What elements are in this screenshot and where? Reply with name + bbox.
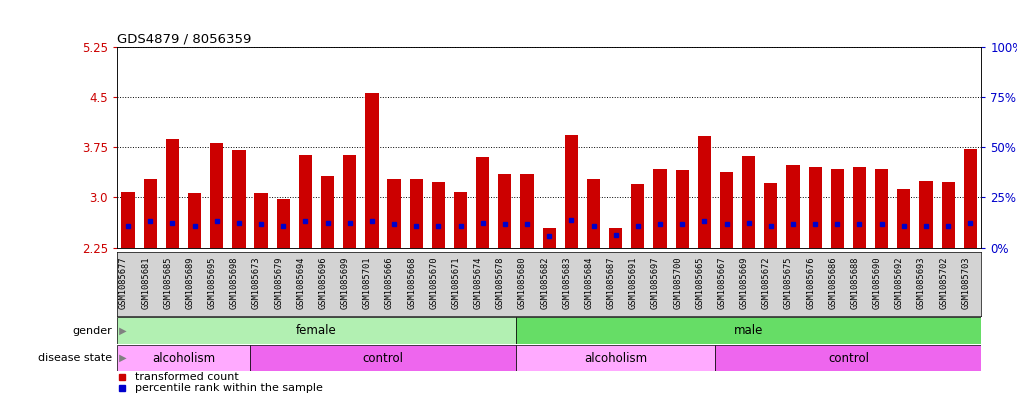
Text: GDS4879 / 8056359: GDS4879 / 8056359 [117, 33, 251, 46]
Bar [919, 181, 933, 248]
Bar [476, 158, 489, 248]
Bar [720, 172, 733, 248]
Text: GSM1085677: GSM1085677 [119, 257, 128, 309]
Text: GSM1085680: GSM1085680 [518, 257, 527, 309]
Bar [117, 345, 250, 371]
Text: ▶: ▶ [116, 325, 126, 336]
Text: GSM1085689: GSM1085689 [185, 257, 194, 309]
Bar [742, 156, 756, 248]
Text: percentile rank within the sample: percentile rank within the sample [134, 383, 322, 393]
Text: GSM1085701: GSM1085701 [363, 257, 372, 309]
Bar [964, 149, 977, 248]
Bar [875, 169, 888, 248]
Bar [521, 174, 534, 248]
Text: GSM1085700: GSM1085700 [673, 257, 682, 309]
Text: GSM1085692: GSM1085692 [895, 257, 904, 309]
Text: GSM1085675: GSM1085675 [784, 257, 793, 309]
Text: GSM1085671: GSM1085671 [452, 257, 461, 309]
Bar [853, 167, 866, 248]
Bar [211, 143, 224, 248]
Text: GSM1085685: GSM1085685 [164, 257, 172, 309]
Bar [143, 179, 157, 248]
Text: GSM1085681: GSM1085681 [141, 257, 151, 309]
Text: GSM1085696: GSM1085696 [318, 257, 327, 309]
Text: GSM1085672: GSM1085672 [762, 257, 771, 309]
Bar [698, 136, 711, 248]
Bar [942, 182, 955, 248]
Bar [516, 317, 981, 344]
Bar [254, 193, 267, 248]
Text: GSM1085687: GSM1085687 [607, 257, 615, 309]
Bar [410, 180, 423, 248]
Bar [786, 165, 799, 248]
Text: GSM1085694: GSM1085694 [296, 257, 305, 309]
Text: ▶: ▶ [116, 353, 126, 363]
Text: GSM1085686: GSM1085686 [828, 257, 837, 309]
Text: GSM1085699: GSM1085699 [341, 257, 350, 309]
Text: GSM1085673: GSM1085673 [252, 257, 261, 309]
Bar [454, 192, 467, 248]
Bar [250, 345, 516, 371]
Text: alcoholism: alcoholism [584, 351, 647, 365]
Text: GSM1085667: GSM1085667 [718, 257, 726, 309]
Text: GSM1085684: GSM1085684 [585, 257, 594, 309]
Bar [188, 193, 201, 248]
Text: gender: gender [72, 325, 112, 336]
Text: GSM1085697: GSM1085697 [651, 257, 660, 309]
Text: disease state: disease state [38, 353, 112, 363]
Text: GSM1085703: GSM1085703 [961, 257, 970, 309]
Text: female: female [296, 324, 337, 337]
Bar [675, 170, 689, 248]
Bar [831, 169, 844, 248]
Text: GSM1085690: GSM1085690 [873, 257, 882, 309]
Bar [498, 174, 512, 248]
Text: GSM1085682: GSM1085682 [540, 257, 549, 309]
Text: GSM1085688: GSM1085688 [850, 257, 859, 309]
Text: GSM1085674: GSM1085674 [474, 257, 483, 309]
Bar [542, 228, 556, 248]
Bar [387, 179, 401, 248]
Text: GSM1085693: GSM1085693 [917, 257, 926, 309]
Bar [166, 140, 179, 248]
Text: GSM1085691: GSM1085691 [629, 257, 638, 309]
Bar [609, 228, 622, 248]
Text: male: male [734, 324, 764, 337]
Text: GSM1085698: GSM1085698 [230, 257, 239, 309]
Bar [321, 176, 335, 248]
Bar [117, 317, 516, 344]
Text: GSM1085676: GSM1085676 [806, 257, 816, 309]
Bar [299, 155, 312, 248]
Bar [897, 189, 910, 248]
Bar [232, 150, 245, 248]
Bar [564, 135, 578, 248]
Text: control: control [828, 351, 869, 365]
Bar [121, 192, 134, 248]
Bar [764, 183, 777, 248]
Bar [715, 345, 981, 371]
Text: GSM1085679: GSM1085679 [275, 257, 283, 309]
Bar [516, 345, 715, 371]
Text: GSM1085695: GSM1085695 [207, 257, 217, 309]
Bar [365, 93, 378, 248]
Bar [809, 167, 822, 248]
Bar [343, 155, 356, 248]
Text: GSM1085670: GSM1085670 [429, 257, 438, 309]
Text: alcoholism: alcoholism [152, 351, 215, 365]
Bar [632, 184, 645, 248]
Bar [653, 169, 667, 248]
Text: GSM1085666: GSM1085666 [385, 257, 394, 309]
Text: GSM1085665: GSM1085665 [696, 257, 705, 309]
Text: GSM1085702: GSM1085702 [939, 257, 948, 309]
Text: GSM1085683: GSM1085683 [562, 257, 572, 309]
Bar [277, 200, 290, 248]
Bar [587, 180, 600, 248]
Text: GSM1085669: GSM1085669 [739, 257, 749, 309]
Text: GSM1085668: GSM1085668 [407, 257, 416, 309]
Text: GSM1085678: GSM1085678 [496, 257, 504, 309]
Text: transformed count: transformed count [134, 372, 239, 382]
Bar [431, 182, 445, 248]
Text: control: control [362, 351, 404, 365]
